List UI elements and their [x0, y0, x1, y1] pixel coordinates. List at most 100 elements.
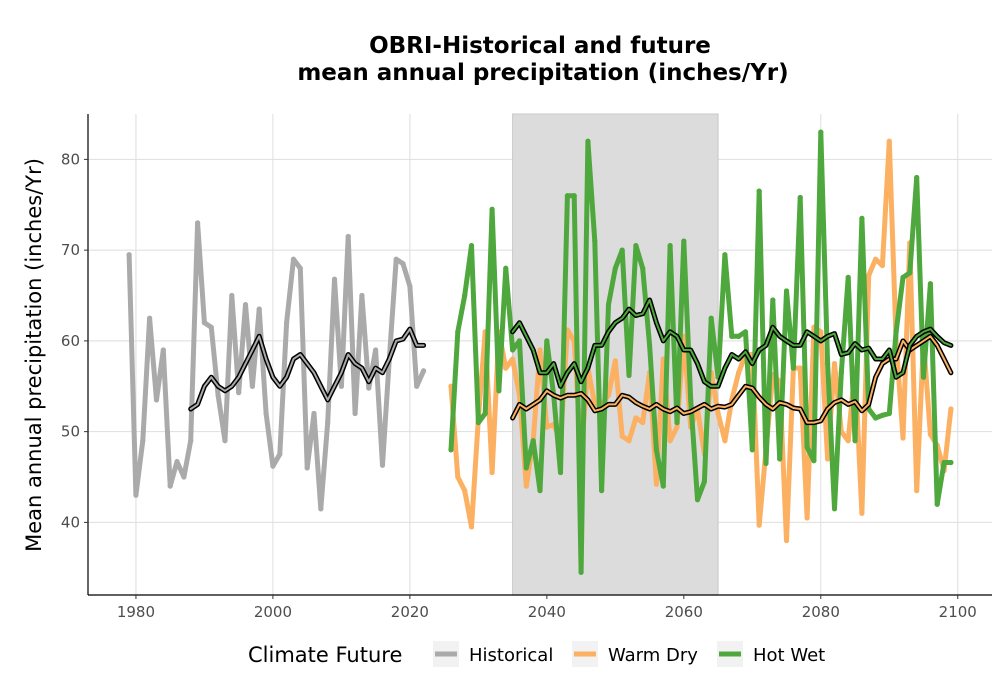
point-historical-2004	[297, 265, 303, 271]
point-hot-wet-2084	[845, 274, 851, 280]
point-historical-2000	[270, 463, 276, 469]
point-hot-wet-2031	[482, 410, 488, 417]
point-hot-wet-2098	[941, 459, 947, 466]
point-warm-dry-2037	[523, 483, 529, 489]
point-historical-2011	[345, 233, 351, 240]
point-hot-wet-2034	[503, 265, 509, 271]
point-historical-1988	[188, 438, 194, 444]
point-warm-dry-2089	[879, 262, 886, 269]
point-historical-2008	[325, 419, 331, 426]
point-warm-dry-2051	[619, 433, 625, 439]
point-historical-1995	[236, 390, 242, 396]
point-hot-wet-2096	[927, 281, 933, 287]
point-historical-1985	[167, 483, 173, 489]
x-tick-label-2080: 2080	[802, 603, 840, 621]
point-hot-wet-2027	[455, 329, 461, 335]
point-historical-2010	[338, 383, 344, 389]
point-hot-wet-2062	[694, 497, 701, 503]
point-hot-wet-2082	[831, 506, 838, 512]
point-historical-1980	[133, 492, 139, 498]
point-historical-2019	[400, 261, 406, 267]
smooth-line-historical	[189, 328, 425, 410]
point-warm-dry-2056	[653, 481, 660, 487]
point-warm-dry-2090	[886, 138, 892, 144]
point-hot-wet-2097	[934, 501, 940, 507]
x-tick-label-2100: 2100	[939, 603, 977, 621]
point-hot-wet-2053	[633, 242, 639, 249]
point-hot-wet-2037	[523, 465, 529, 471]
point-hot-wet-2044	[571, 193, 577, 199]
point-hot-wet-2036	[516, 338, 523, 344]
legend-label-hot-wet: Hot Wet	[753, 645, 825, 666]
point-hot-wet-2076	[790, 365, 796, 371]
point-historical-2005	[304, 465, 310, 471]
point-historical-1998	[256, 306, 262, 312]
point-hot-wet-2085	[852, 438, 858, 444]
point-warm-dry-2053	[633, 415, 639, 421]
point-hot-wet-2029	[468, 242, 475, 249]
point-hot-wet-2077	[797, 194, 803, 201]
point-hot-wet-2032	[489, 206, 495, 212]
point-hot-wet-2049	[605, 301, 612, 308]
x-tick-label-1980: 1980	[117, 603, 155, 621]
point-hot-wet-2078	[804, 444, 810, 450]
point-warm-dry-2099	[948, 406, 954, 412]
point-warm-dry-2035	[510, 356, 516, 362]
point-hot-wet-2046	[585, 138, 591, 144]
point-warm-dry-2086	[859, 510, 865, 516]
point-historical-2018	[393, 256, 399, 262]
point-hot-wet-2028	[462, 292, 468, 299]
y-tick-label-70: 70	[61, 241, 80, 259]
point-historical-2012	[352, 410, 358, 417]
point-warm-dry-2032	[489, 469, 495, 476]
point-hot-wet-2079	[811, 458, 817, 464]
point-warm-dry-2050	[612, 358, 618, 364]
point-warm-dry-2059	[674, 424, 680, 430]
point-hot-wet-2033	[496, 388, 502, 394]
point-warm-dry-2029	[468, 524, 475, 530]
point-hot-wet-2050	[612, 265, 618, 271]
point-historical-1996	[242, 301, 249, 308]
point-hot-wet-2043	[564, 193, 570, 199]
point-historical-1984	[160, 347, 166, 353]
point-hot-wet-2051	[619, 247, 625, 253]
point-warm-dry-2066	[722, 438, 728, 444]
point-hot-wet-2045	[578, 569, 584, 575]
point-warm-dry-2081	[825, 456, 831, 462]
point-historical-2020	[407, 283, 413, 290]
x-tick-label-2040: 2040	[528, 603, 566, 621]
point-historical-1991	[208, 324, 214, 330]
point-historical-2009	[331, 276, 338, 282]
point-hot-wet-2064	[708, 315, 714, 321]
point-warm-dry-2075	[783, 537, 790, 544]
point-warm-dry-2040	[544, 424, 550, 430]
point-historical-2021	[414, 383, 420, 389]
y-tick-label-40: 40	[61, 513, 80, 531]
point-warm-dry-2034	[503, 365, 509, 371]
x-tick-label-2060: 2060	[665, 603, 703, 621]
point-historical-2001	[277, 451, 283, 457]
point-hot-wet-2089	[879, 412, 886, 418]
y-axis-title: Mean annual precipitation (inches/Yr)	[22, 158, 46, 552]
legend-entry-hot-wet: Hot Wet	[717, 641, 825, 667]
legend-entry-warm-dry: Warm Dry	[572, 641, 698, 667]
point-hot-wet-2055	[646, 342, 653, 349]
point-warm-dry-2092	[900, 435, 906, 441]
point-hot-wet-2066	[722, 252, 728, 258]
y-tick-label-60: 60	[61, 332, 80, 350]
point-hot-wet-2057	[660, 483, 666, 489]
point-hot-wet-2035	[510, 347, 516, 353]
legend-label-warm-dry: Warm Dry	[608, 645, 698, 666]
point-hot-wet-2083	[838, 370, 844, 376]
point-warm-dry-2084	[845, 438, 851, 444]
point-hot-wet-2074	[777, 456, 783, 462]
point-warm-dry-2080	[818, 329, 824, 335]
point-hot-wet-2071	[756, 188, 762, 194]
point-historical-2006	[311, 410, 317, 417]
point-historical-2003	[290, 256, 297, 262]
point-hot-wet-2060	[681, 238, 687, 244]
point-historical-2007	[318, 506, 324, 512]
point-warm-dry-2068	[736, 370, 742, 376]
point-warm-dry-2078	[804, 515, 810, 521]
point-hot-wet-2047	[592, 238, 598, 244]
